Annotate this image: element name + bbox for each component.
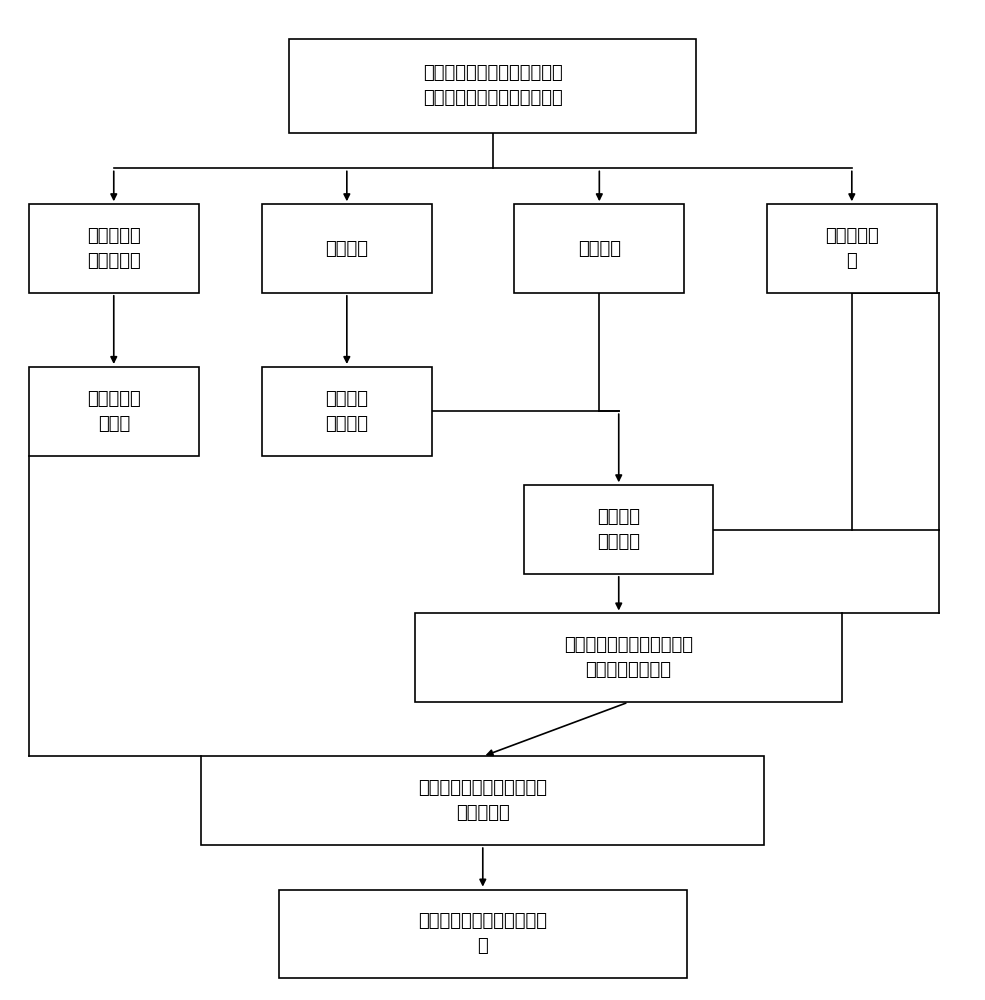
- Bar: [767, 204, 937, 293]
- Bar: [262, 204, 431, 293]
- Text: 选择用材：石墨烯膜、光纤插
芯、插芯匹配套管、单模光纤: 选择用材：石墨烯膜、光纤插 芯、插芯匹配套管、单模光纤: [423, 64, 562, 107]
- Text: 石墨烯膜: 石墨烯膜: [578, 240, 621, 258]
- Text: 光纤切割清
洁裸纤: 光纤切割清 洁裸纤: [87, 390, 141, 433]
- Text: 利用环氧树脂粘接裸纤与插
芯: 利用环氧树脂粘接裸纤与插 芯: [419, 912, 548, 955]
- Bar: [201, 756, 764, 845]
- Text: 插芯端面
清洗处理: 插芯端面 清洗处理: [325, 390, 368, 433]
- Text: 将裸纤插入无石墨烯膜吸附
的插芯尾端: 将裸纤插入无石墨烯膜吸附 的插芯尾端: [419, 779, 548, 822]
- Bar: [415, 613, 842, 702]
- Text: 插芯端面
吸附薄膜: 插芯端面 吸附薄膜: [597, 508, 640, 551]
- Text: 光纤插芯: 光纤插芯: [325, 240, 368, 258]
- Bar: [524, 485, 713, 574]
- Text: 将两个光纤插芯分别从插芯
匹配套管两端插入: 将两个光纤插芯分别从插芯 匹配套管两端插入: [564, 636, 693, 679]
- Bar: [289, 39, 696, 133]
- Bar: [514, 204, 685, 293]
- Bar: [279, 890, 687, 978]
- Text: 插芯匹配套
管: 插芯匹配套 管: [824, 227, 879, 270]
- Bar: [29, 367, 199, 456]
- Bar: [29, 204, 199, 293]
- Text: 带尾纤的单
模光纤跳线: 带尾纤的单 模光纤跳线: [87, 227, 141, 270]
- Bar: [262, 367, 431, 456]
